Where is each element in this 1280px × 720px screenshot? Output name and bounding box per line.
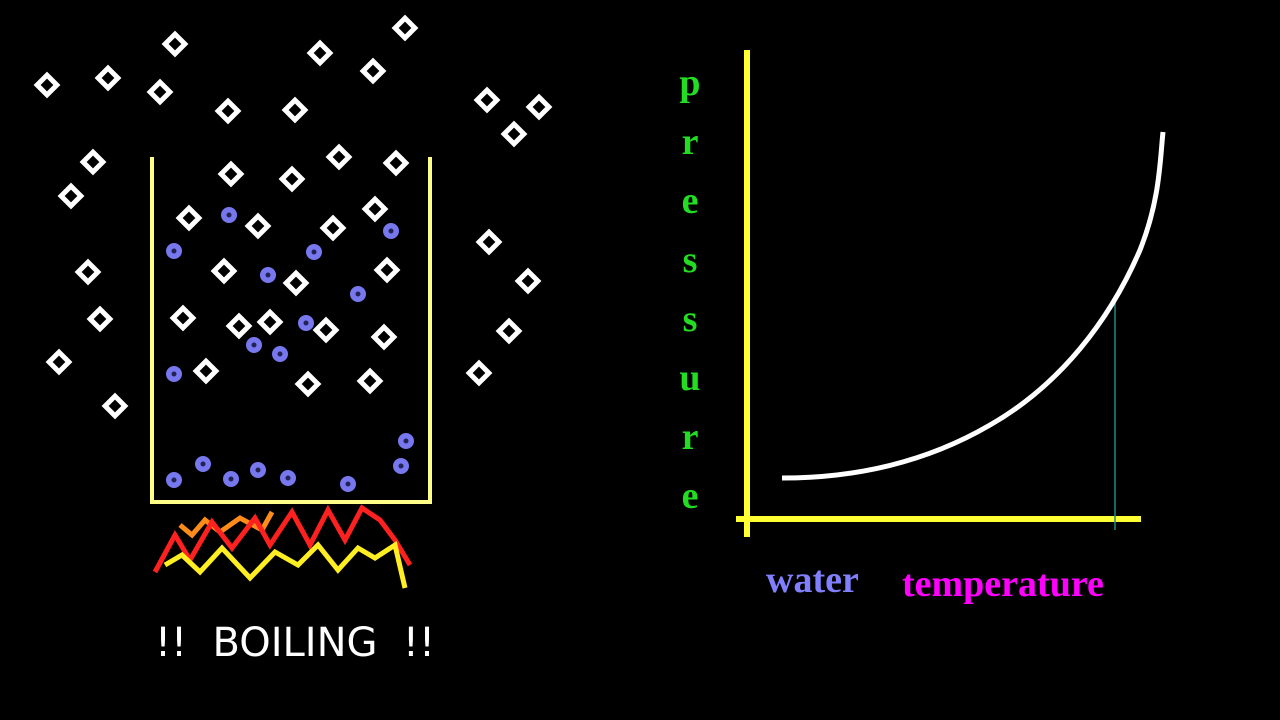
vapor-molecule — [225, 312, 253, 340]
beaker — [150, 157, 432, 504]
vapor-molecule — [175, 204, 203, 232]
vapor-molecule — [475, 228, 503, 256]
water-molecule-core — [171, 477, 177, 483]
x-label-water: water — [766, 559, 859, 601]
water-molecule-core — [171, 371, 177, 377]
caption: !! BOILING !! — [154, 620, 436, 666]
x-label-temperature: temperature — [902, 563, 1104, 605]
water-molecule-core — [251, 342, 257, 348]
water-molecule-core — [285, 475, 291, 481]
vapor-molecule — [45, 348, 73, 376]
vapor-molecule — [57, 182, 85, 210]
water-molecule-core — [171, 248, 177, 254]
vapor-molecule — [169, 304, 197, 332]
water-molecule-core — [255, 467, 261, 473]
vapor-molecule — [282, 269, 310, 297]
vapor-molecule — [473, 86, 501, 114]
vapor-molecule — [306, 39, 334, 67]
flame — [163, 540, 408, 589]
vapor-molecule — [319, 214, 347, 242]
vapor-molecule — [161, 30, 189, 58]
water-molecule-core — [200, 461, 206, 467]
water-molecule-core — [311, 249, 317, 255]
vapor-molecule — [525, 93, 553, 121]
water-molecule-core — [228, 476, 234, 482]
vapor-molecule — [256, 308, 284, 336]
vapor-molecule — [382, 149, 410, 177]
vapor-molecule — [312, 316, 340, 344]
vapor-molecule — [391, 14, 419, 42]
vapor-molecule — [325, 143, 353, 171]
vapor-molecule — [33, 71, 61, 99]
vapor-molecule — [86, 305, 114, 333]
vapor-molecule — [370, 323, 398, 351]
vapor-molecule — [217, 160, 245, 188]
water-molecule-core — [277, 351, 283, 357]
vapor-molecule — [356, 367, 384, 395]
vapor-molecule — [244, 212, 272, 240]
vapor-molecule — [359, 57, 387, 85]
water-molecule-core — [355, 291, 361, 297]
vapor-molecule — [79, 148, 107, 176]
vapor-molecule — [278, 165, 306, 193]
pressure-curve — [781, 131, 1166, 481]
vapor-molecule — [294, 370, 322, 398]
water-molecule-core — [388, 228, 394, 234]
water-molecule-core — [303, 320, 309, 326]
water-molecule-core — [345, 481, 351, 487]
vapor-molecule — [74, 258, 102, 286]
vapor-molecule — [94, 64, 122, 92]
vapor-molecule — [500, 120, 528, 148]
water-molecule-core — [226, 212, 232, 218]
vapor-molecule — [373, 256, 401, 284]
vapor-molecule — [101, 392, 129, 420]
particles — [33, 14, 553, 492]
water-molecule-core — [403, 438, 409, 444]
vapor-molecule — [514, 267, 542, 295]
water-molecule-core — [265, 272, 271, 278]
vapor-molecule — [210, 257, 238, 285]
water-molecule-core — [398, 463, 404, 469]
vapor-molecule — [214, 97, 242, 125]
vapor-molecule — [495, 317, 523, 345]
vapor-molecule — [281, 96, 309, 124]
y-label: pressure — [669, 62, 711, 534]
vapor-molecule — [192, 357, 220, 385]
flame — [152, 504, 413, 574]
vapor-molecule — [361, 195, 389, 223]
vapor-molecule — [465, 359, 493, 387]
vapor-molecule — [146, 78, 174, 106]
